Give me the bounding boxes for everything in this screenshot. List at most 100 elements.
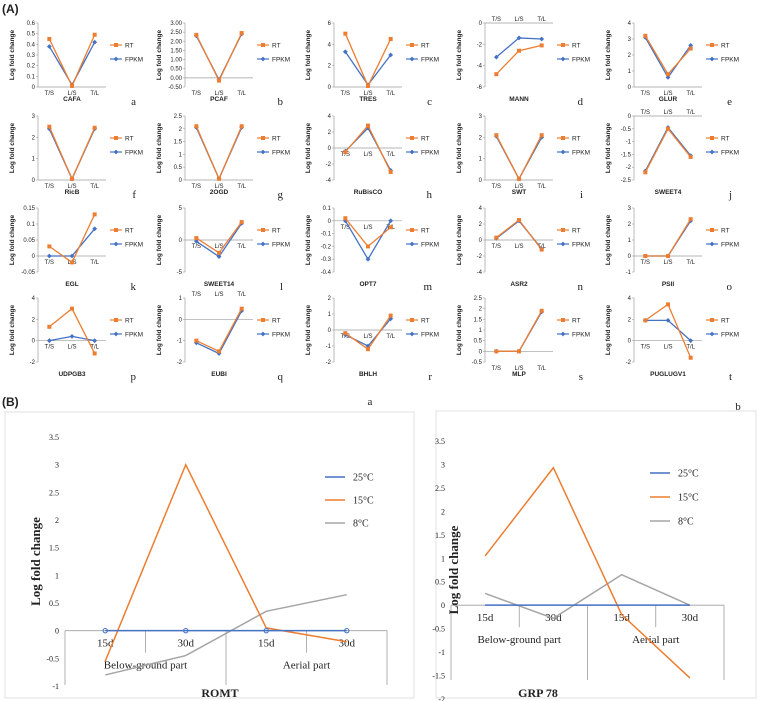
category-label: T/L — [686, 345, 695, 351]
y-tick-label: 0 — [32, 254, 36, 260]
series-line-fpkm — [496, 311, 543, 352]
data-point-rt — [239, 31, 244, 36]
section-a-label: (A) — [2, 2, 19, 16]
category-label: L/S — [514, 366, 523, 372]
data-point-fpkm — [92, 226, 98, 232]
y-axis-title: Log fold change — [605, 123, 612, 174]
y-tick-label: 3 — [55, 461, 59, 470]
panel-letter: e — [727, 96, 732, 108]
legend-label: RT — [721, 42, 730, 49]
data-point-rt — [194, 236, 199, 241]
y-tick-label: -0.3 — [321, 257, 332, 263]
category-label: T/L — [237, 184, 246, 190]
panel-letter: b — [735, 401, 741, 413]
category-label: T/L — [237, 91, 246, 97]
y-tick-label: 1 — [55, 571, 59, 580]
mini-chart-sweet4: -2.5 -2 -1.5 -1 -0.5 0 T/S L/S T/L Log fold chang… — [605, 110, 739, 201]
legend-marker — [709, 241, 715, 247]
data-point-rt — [517, 218, 521, 222]
chart-title: SWEET14 — [204, 281, 235, 288]
data-point-rt — [194, 124, 199, 129]
legend-marker — [114, 228, 118, 232]
panel-letter: p — [131, 371, 137, 383]
y-tick-label: 0.05 — [23, 238, 35, 244]
y-axis-title: Log fold change — [9, 30, 16, 81]
y-tick-label: 3 — [628, 37, 632, 43]
panel-letter: b — [278, 96, 284, 108]
y-tick-label: 4 — [628, 21, 632, 27]
y-axis-title: Log fold change — [605, 30, 612, 81]
legend-label: RT — [125, 42, 134, 49]
y-axis-title: Log fold change — [9, 123, 16, 174]
y-tick-label: 1 — [628, 238, 632, 244]
data-point-fpkm — [493, 54, 499, 60]
chart-title: EUBI — [211, 371, 227, 378]
y-tick-label: 0.3 — [27, 53, 36, 59]
y-tick-label: -4 — [326, 178, 332, 184]
series-line-fpkm — [645, 220, 692, 257]
data-point — [183, 627, 189, 634]
series-line-fpkm — [344, 126, 392, 171]
y-tick-label: 3.5 — [435, 437, 445, 446]
series-line — [104, 462, 347, 662]
category-label: T/L — [90, 184, 99, 190]
y-axis-title: Log fold change — [446, 525, 461, 614]
category-label: T/S — [192, 244, 201, 250]
y-tick-label: 0.5 — [27, 32, 36, 38]
data-point-rt — [688, 217, 693, 222]
chart-title: MLP — [512, 371, 526, 378]
data-point-fpkm — [365, 125, 371, 131]
category-label: T/S — [641, 260, 650, 266]
chart-title: GLUR — [659, 96, 678, 103]
data-point-rt — [388, 37, 393, 41]
y-tick-label: -1 — [626, 270, 632, 276]
y-tick-label: 3.00 — [170, 21, 182, 27]
data-point-rt — [366, 83, 370, 88]
legend-marker — [560, 149, 566, 155]
category-label: L/S — [663, 91, 672, 97]
series-line — [105, 593, 347, 676]
chart-title: RuBisCO — [354, 189, 383, 196]
category-label: L/S — [514, 17, 523, 23]
category-label: L/S — [214, 244, 223, 250]
y-tick-label: 1 — [441, 554, 445, 563]
y-tick-label: 1.5 — [435, 531, 445, 540]
legend-marker — [261, 43, 265, 47]
legend-marker — [114, 43, 118, 47]
y-tick-label: 0 — [628, 339, 632, 345]
data-point-rt — [92, 351, 97, 356]
legend-label: RT — [421, 227, 430, 234]
legend-label: FPKM — [125, 331, 143, 338]
y-tick-label: 0.5 — [174, 165, 183, 171]
panel-letter: l — [280, 281, 283, 293]
legend-label: RT — [572, 42, 581, 49]
y-axis-title: Log fold change — [156, 305, 163, 356]
data-point-rt — [217, 250, 221, 255]
category-label: T/S — [341, 225, 350, 231]
panel-letter: q — [278, 371, 284, 383]
panel-letter: m — [423, 281, 432, 293]
chart-title: GRP 78 — [518, 686, 558, 700]
data-point-rt — [517, 48, 521, 53]
data-point-rt — [239, 124, 244, 129]
panel-letter: a — [368, 396, 373, 408]
data-point-rt — [92, 32, 97, 37]
data-point-rt — [47, 37, 52, 41]
y-tick-label: -2 — [326, 360, 332, 366]
y-tick-label: 0 — [628, 114, 632, 120]
data-point-fpkm — [69, 253, 75, 259]
data-point-rt — [494, 72, 499, 77]
group-label: Below-ground part — [478, 634, 561, 646]
chart-title: PUGLUGV1 — [650, 371, 686, 378]
y-tick-label: -0.1 — [321, 232, 332, 238]
category-label: T/S — [45, 260, 54, 266]
y-tick-label: 0.1 — [27, 74, 36, 80]
y-tick-label: 2.5 — [174, 114, 183, 120]
y-tick-label: 2.50 — [170, 30, 182, 36]
series-line-rt — [48, 126, 96, 181]
y-tick-label: 0 — [628, 254, 632, 260]
series-line-rt — [195, 125, 243, 181]
legend-label: FPKM — [572, 241, 590, 248]
